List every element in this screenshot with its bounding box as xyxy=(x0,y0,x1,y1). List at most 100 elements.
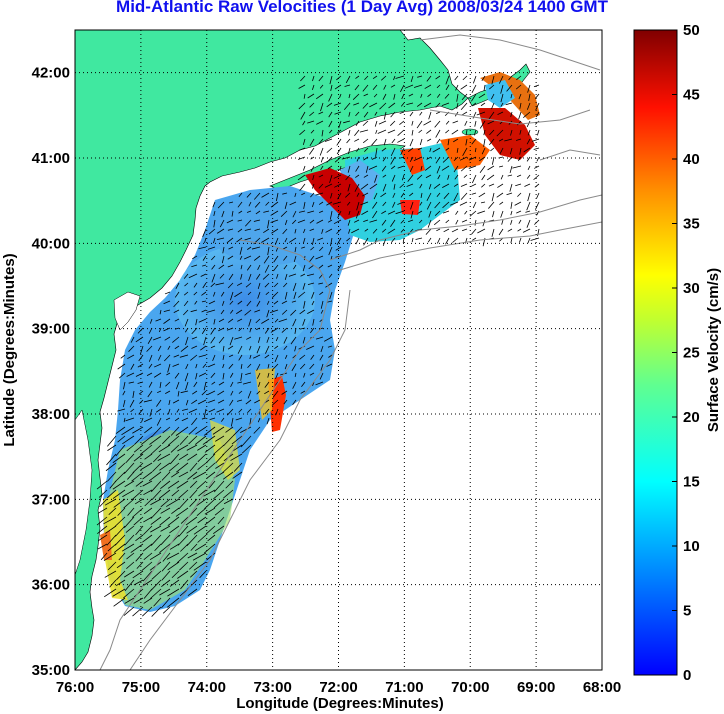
velocity-vector xyxy=(164,336,171,341)
velocity-vector xyxy=(103,552,117,561)
velocity-vector xyxy=(226,219,234,224)
velocity-vector xyxy=(220,309,225,315)
velocity-vector xyxy=(253,219,261,222)
velocity-vector xyxy=(533,84,540,88)
velocity-vector xyxy=(496,129,504,137)
velocity-vector xyxy=(464,120,468,126)
velocity-vector xyxy=(159,309,162,315)
velocity-vector xyxy=(216,408,225,413)
x-tick-label: 73:00 xyxy=(253,679,291,696)
velocity-vector xyxy=(337,264,342,271)
velocity-vector xyxy=(273,255,279,263)
velocity-vector xyxy=(132,390,135,398)
velocity-vector xyxy=(334,111,342,115)
velocity-vector xyxy=(437,174,441,180)
velocity-vector xyxy=(112,480,126,490)
velocity-vector xyxy=(217,516,225,525)
velocity-vector xyxy=(203,381,207,391)
velocity-vector xyxy=(122,399,126,408)
velocity-vector xyxy=(195,426,207,435)
velocity-vector xyxy=(330,192,333,199)
velocity-vector xyxy=(328,111,333,118)
velocity-vector xyxy=(316,120,324,125)
velocity-vector xyxy=(284,219,288,226)
velocity-vector xyxy=(228,354,234,358)
velocity-vector xyxy=(419,183,423,189)
velocity-vector xyxy=(318,282,324,285)
velocity-vector xyxy=(265,345,270,354)
velocity-vector xyxy=(97,525,108,535)
velocity-vector xyxy=(117,363,126,370)
velocity-vector xyxy=(416,102,423,107)
velocity-vector xyxy=(148,471,162,482)
velocity-vector xyxy=(518,219,522,224)
velocity-vector xyxy=(453,165,459,173)
velocity-vector xyxy=(228,273,234,281)
velocity-vector xyxy=(125,453,135,464)
velocity-vector xyxy=(159,462,171,471)
velocity-vector xyxy=(436,228,441,232)
velocity-vector xyxy=(150,444,162,455)
velocity-vector xyxy=(201,327,207,335)
velocity-vector xyxy=(307,309,315,314)
velocity-vector xyxy=(191,345,198,349)
velocity-vector xyxy=(461,219,468,223)
velocity-vector xyxy=(226,408,234,416)
velocity-vector xyxy=(114,516,126,527)
velocity-vector xyxy=(318,183,324,189)
velocity-vector xyxy=(197,444,207,451)
velocity-vector xyxy=(226,237,234,244)
velocity-vector xyxy=(404,84,414,89)
velocity-vector xyxy=(395,210,405,215)
velocity-vector xyxy=(325,282,333,288)
velocity-vector xyxy=(197,516,207,524)
velocity-vector xyxy=(419,111,423,116)
velocity-vector xyxy=(201,309,207,313)
velocity-vector xyxy=(256,363,261,371)
velocity-vector xyxy=(213,318,216,325)
velocity-vector xyxy=(335,246,342,251)
velocity-vector xyxy=(132,570,144,579)
velocity-vector xyxy=(282,381,288,384)
velocity-vector xyxy=(487,165,495,171)
velocity-vector xyxy=(246,210,252,213)
velocity-vector xyxy=(455,210,459,215)
velocity-vector xyxy=(244,219,252,227)
velocity-vector xyxy=(336,147,342,155)
velocity-vector xyxy=(454,174,459,180)
velocity-vector xyxy=(283,264,288,270)
velocity-vector xyxy=(436,84,441,89)
velocity-vector xyxy=(400,156,405,159)
velocity-vector xyxy=(528,93,531,101)
velocity-vector xyxy=(232,444,243,452)
velocity-vector xyxy=(160,480,171,489)
velocity-vector xyxy=(227,282,234,289)
velocity-vector xyxy=(271,399,279,406)
velocity-vector xyxy=(507,174,513,177)
velocity-vector xyxy=(506,84,513,92)
velocity-vector xyxy=(397,165,405,169)
velocity-vector xyxy=(254,309,261,313)
velocity-vector xyxy=(463,174,468,178)
velocity-vector xyxy=(158,489,171,499)
y-tick-label: 39:00 xyxy=(32,321,70,338)
velocity-vector xyxy=(165,417,171,421)
velocity-vector xyxy=(143,525,153,536)
velocity-vector xyxy=(327,345,333,348)
velocity-vector xyxy=(210,282,216,288)
velocity-vector xyxy=(256,372,261,379)
velocity-vector xyxy=(472,75,477,84)
velocity-vector xyxy=(498,165,504,168)
velocity-vector xyxy=(185,381,189,391)
velocity-vector xyxy=(227,264,234,268)
velocity-vector xyxy=(489,138,495,146)
velocity-vector xyxy=(264,381,270,388)
velocity-vector xyxy=(516,120,522,126)
velocity-vector xyxy=(310,156,315,160)
velocity-vector xyxy=(515,84,522,90)
velocity-vector xyxy=(142,480,153,487)
colorbar-tick-label: 20 xyxy=(683,409,700,426)
velocity-vector xyxy=(353,102,360,106)
colorbar-tick-label: 40 xyxy=(683,151,700,168)
y-tick-label: 37:00 xyxy=(32,491,70,508)
